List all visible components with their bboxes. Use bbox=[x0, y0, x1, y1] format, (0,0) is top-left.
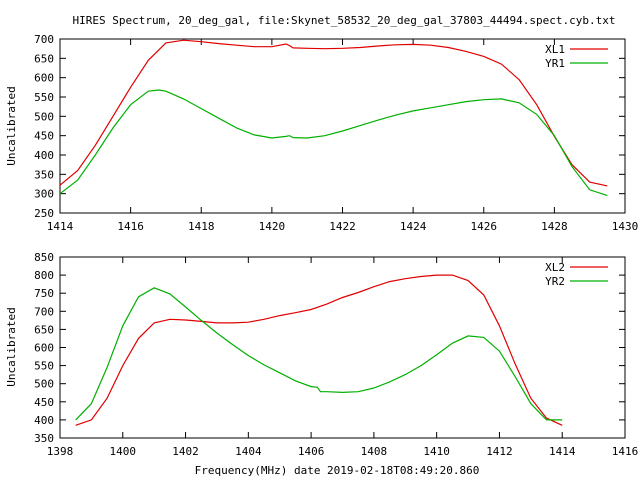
top-xtick-label: 1426 bbox=[471, 220, 498, 233]
top-ytick-label: 350 bbox=[34, 168, 54, 181]
top-xtick-label: 1428 bbox=[541, 220, 568, 233]
bottom-ytick-label: 550 bbox=[34, 360, 54, 373]
bottom-xtick-label: 1412 bbox=[486, 445, 513, 458]
bottom-xtick-label: 1414 bbox=[549, 445, 576, 458]
bottom-xtick-label: 1408 bbox=[361, 445, 388, 458]
top-xtick-label: 1424 bbox=[400, 220, 427, 233]
top-xtick-label: 1418 bbox=[188, 220, 215, 233]
bottom-legend-label: XL2 bbox=[545, 261, 565, 274]
top-plot: Uncalibrated 250 300 350 400 450 500 550 600 650… bbox=[5, 33, 638, 233]
top-ytick-label: 450 bbox=[34, 130, 54, 143]
bottom-xtick-label: 1402 bbox=[172, 445, 199, 458]
top-xtick-label: 1420 bbox=[259, 220, 286, 233]
chart-title: HIRES Spectrum, 20_deg_gal, file:Skynet_… bbox=[72, 14, 615, 27]
bottom-ytick-label: 700 bbox=[34, 305, 54, 318]
bottom-xtick-label: 1398 bbox=[47, 445, 74, 458]
top-ytick-label: 300 bbox=[34, 188, 54, 201]
top-plot-ylabel: Uncalibrated bbox=[5, 86, 18, 165]
top-ytick-label: 700 bbox=[34, 33, 54, 46]
bottom-ytick-label: 500 bbox=[34, 378, 54, 391]
bottom-plot-ylabel: Uncalibrated bbox=[5, 307, 18, 386]
bottom-xtick-label: 1410 bbox=[423, 445, 450, 458]
bottom-ytick-label: 450 bbox=[34, 396, 54, 409]
top-ytick-label: 600 bbox=[34, 72, 54, 85]
bottom-ytick-label: 850 bbox=[34, 251, 54, 264]
bottom-xtick-label: 1406 bbox=[298, 445, 325, 458]
top-series-yr1 bbox=[59, 89, 608, 197]
top-legend-label: YR1 bbox=[545, 57, 565, 70]
bottom-xtick-label: 1404 bbox=[235, 445, 262, 458]
top-series-xl1 bbox=[59, 39, 608, 187]
bottom-ytick-label: 400 bbox=[34, 414, 54, 427]
bottom-xtick-label: 1416 bbox=[612, 445, 639, 458]
bottom-series-xl2 bbox=[75, 274, 563, 426]
bottom-ytick-label: 750 bbox=[34, 287, 54, 300]
bottom-xtick-label: 1400 bbox=[110, 445, 137, 458]
top-legend-label: XL1 bbox=[545, 43, 565, 56]
top-ytick-label: 250 bbox=[34, 207, 54, 220]
top-xtick-label: 1430 bbox=[612, 220, 639, 233]
top-ytick-label: 550 bbox=[34, 91, 54, 104]
bottom-ytick-label: 800 bbox=[34, 269, 54, 282]
bottom-series-yr2 bbox=[75, 287, 563, 421]
bottom-ytick-label: 650 bbox=[34, 323, 54, 336]
bottom-ytick-label: 350 bbox=[34, 432, 54, 445]
bottom-ytick-label: 600 bbox=[34, 342, 54, 355]
bottom-plot: Uncalibrated Frequency(MHz) date 2019-02… bbox=[5, 251, 638, 477]
bottom-legend-label: YR2 bbox=[545, 275, 565, 288]
bottom-plot-xlabel: Frequency(MHz) date 2019-02-18T08:49:20.… bbox=[195, 464, 480, 477]
top-ytick-label: 400 bbox=[34, 149, 54, 162]
top-ytick-label: 500 bbox=[34, 110, 54, 123]
top-xtick-label: 1414 bbox=[47, 220, 74, 233]
top-xtick-label: 1422 bbox=[329, 220, 356, 233]
top-ytick-label: 650 bbox=[34, 52, 54, 65]
top-xtick-label: 1416 bbox=[117, 220, 144, 233]
